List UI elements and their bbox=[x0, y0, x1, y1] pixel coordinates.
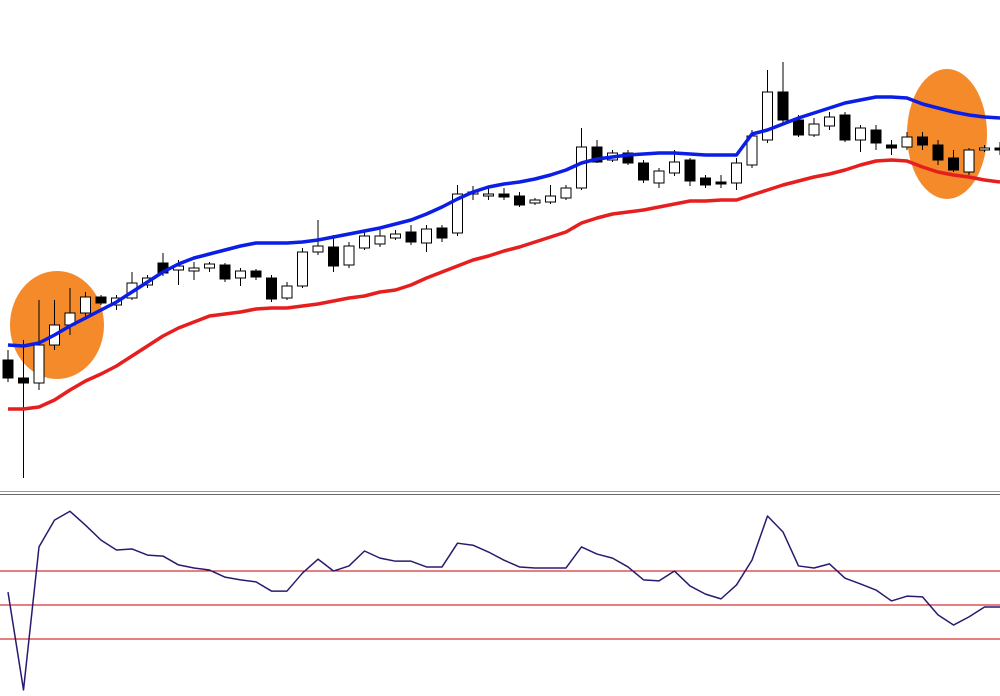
candle-body bbox=[994, 147, 1000, 151]
candle-body bbox=[545, 195, 556, 203]
candle-body bbox=[405, 231, 417, 243]
candle-body bbox=[312, 245, 324, 253]
candle-body bbox=[18, 377, 29, 384]
candle-body bbox=[514, 195, 525, 206]
candle-body bbox=[560, 187, 572, 199]
candle-body bbox=[281, 285, 293, 299]
candle-body bbox=[886, 144, 897, 149]
oscillator-line bbox=[7, 510, 1000, 691]
band-line bbox=[8, 158, 1000, 411]
candle-body bbox=[979, 147, 990, 151]
candle-body bbox=[824, 116, 835, 127]
candle-body bbox=[343, 245, 355, 266]
candle-body bbox=[917, 136, 928, 146]
candle-body bbox=[669, 161, 680, 174]
candle-body bbox=[204, 263, 215, 269]
candle-body bbox=[731, 162, 742, 184]
candle-body bbox=[638, 162, 649, 181]
candle-body bbox=[777, 91, 789, 121]
candle-body bbox=[948, 157, 959, 171]
candle-body bbox=[839, 114, 851, 141]
candle-body bbox=[498, 193, 510, 198]
candle-body bbox=[80, 296, 91, 314]
candle-body bbox=[576, 146, 587, 189]
candle-body bbox=[235, 270, 246, 279]
candle-body bbox=[653, 170, 665, 184]
candle-body bbox=[188, 267, 200, 272]
candle-body bbox=[793, 119, 804, 136]
candle-body bbox=[762, 91, 773, 141]
candle-body bbox=[901, 136, 913, 148]
candle-body bbox=[421, 228, 432, 244]
candle-body bbox=[436, 227, 448, 239]
candle-body bbox=[250, 270, 262, 278]
candle-body bbox=[33, 344, 45, 384]
candle-body bbox=[963, 149, 975, 173]
candle-body bbox=[870, 129, 882, 144]
candle-body bbox=[483, 193, 494, 197]
candle-body bbox=[591, 146, 603, 163]
candle-body bbox=[359, 235, 370, 249]
candle-body bbox=[95, 296, 107, 304]
candle-body bbox=[452, 193, 463, 234]
candle-body bbox=[715, 181, 727, 185]
candle-body bbox=[297, 251, 308, 287]
candle-body bbox=[2, 359, 14, 379]
candle-body bbox=[932, 144, 944, 161]
candle-body bbox=[529, 199, 541, 204]
candle-body bbox=[266, 277, 277, 300]
band-line bbox=[7, 95, 1000, 348]
candle-body bbox=[700, 177, 711, 186]
candle-body bbox=[219, 264, 231, 280]
candle-body bbox=[622, 152, 634, 164]
candle-body bbox=[684, 159, 696, 182]
candle-body bbox=[390, 233, 401, 239]
candle-body bbox=[374, 235, 386, 245]
candle-body bbox=[855, 127, 866, 141]
candle-body bbox=[328, 246, 339, 267]
candle-body bbox=[808, 123, 820, 136]
